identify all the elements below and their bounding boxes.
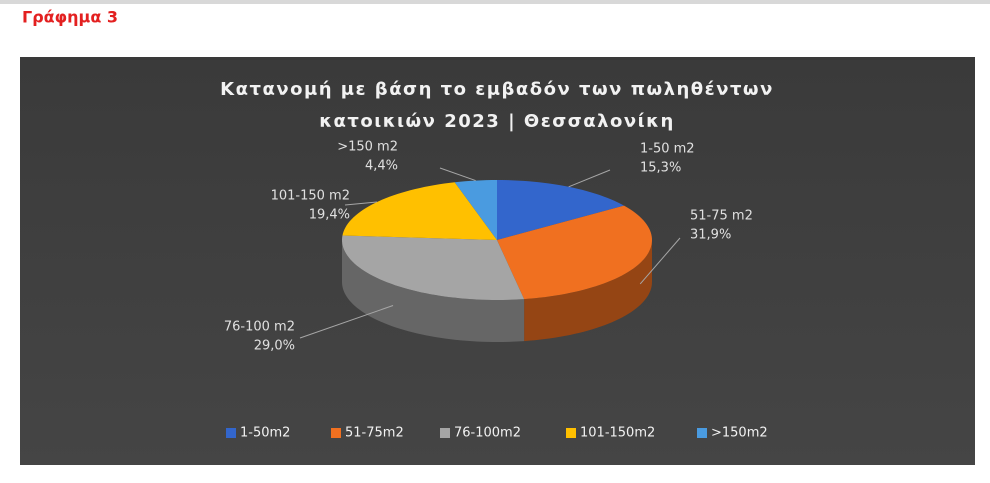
legend-label: 76-100m2 xyxy=(454,426,521,441)
slice-side xyxy=(524,240,652,342)
slice-top xyxy=(497,205,652,300)
data-label-value: 15,3% xyxy=(640,161,681,176)
data-label-name: 101-150 m2 xyxy=(271,189,350,204)
leader-line xyxy=(299,305,394,339)
slice-side xyxy=(342,240,525,342)
leader-line xyxy=(639,237,681,285)
leader-line xyxy=(344,201,377,206)
legend-label: 1-50m2 xyxy=(240,426,290,441)
legend-swatch xyxy=(566,428,576,438)
legend-swatch xyxy=(440,428,450,438)
data-label-name: 76-100 m2 xyxy=(224,320,295,335)
chart-title: Κατανομή με βάση το εμβαδόν των πωληθέντ… xyxy=(220,79,774,100)
legend-label: 51-75m2 xyxy=(345,426,404,441)
pie-slice xyxy=(342,182,497,240)
data-label-value: 31,9% xyxy=(690,228,731,243)
slice-top xyxy=(342,235,525,300)
pie-slice xyxy=(454,180,497,240)
slice-top xyxy=(497,180,625,240)
slice-top xyxy=(454,180,497,240)
data-label-value: 19,4% xyxy=(309,208,350,223)
pie xyxy=(342,180,652,342)
data-label-value: 4,4% xyxy=(365,159,398,174)
data-label-name: 1-50 m2 xyxy=(640,142,695,157)
slice-top xyxy=(342,182,497,240)
pie-slice xyxy=(497,180,625,240)
data-label-name: >150 m2 xyxy=(337,140,398,155)
leader-line xyxy=(568,169,611,188)
chart-title: κατοικιών 2023 | Θεσσαλονίκη xyxy=(319,111,675,132)
legend-swatch xyxy=(226,428,236,438)
legend-label: 101-150m2 xyxy=(580,426,655,441)
top-border xyxy=(0,0,990,4)
page-title: Γράφημα 3 xyxy=(22,8,118,27)
pie-slice xyxy=(342,235,525,342)
legend-swatch xyxy=(697,428,707,438)
legend-label: >150m2 xyxy=(711,426,768,441)
leader-line xyxy=(439,167,476,182)
data-label-value: 29,0% xyxy=(254,339,295,354)
legend-swatch xyxy=(331,428,341,438)
data-label-name: 51-75 m2 xyxy=(690,209,753,224)
pie-slice xyxy=(497,205,652,342)
